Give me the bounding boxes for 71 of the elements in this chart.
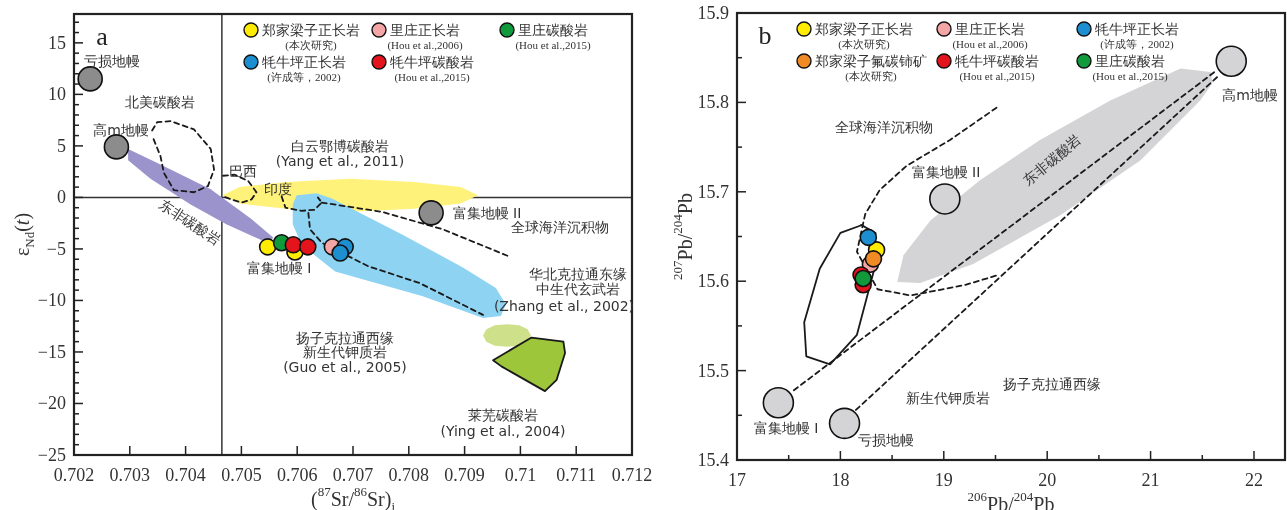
x-tick-label: 0.704 xyxy=(165,465,206,485)
annotation: 亏损地幔 xyxy=(858,432,914,448)
annotation: 华北克拉通东缘 xyxy=(529,266,627,282)
y-tick-label: −25 xyxy=(37,445,66,465)
annotation: 高m地幔 xyxy=(1222,87,1278,103)
legend-label: 牦牛坪碳酸岩 (Hou et al.,2015) xyxy=(390,54,474,84)
y-tick-label: 0 xyxy=(57,187,66,208)
x-tick-label: 0.706 xyxy=(276,465,318,485)
y-tick-label: 15.7 xyxy=(697,181,729,202)
y-tick-label: −5 xyxy=(46,238,66,259)
x-tick-label: 18 xyxy=(831,470,850,490)
annotation: 莱芜碳酸岩 xyxy=(468,407,538,423)
annotation: 富集地幔 II xyxy=(452,205,522,221)
annotation: (Yang et al., 2011) xyxy=(275,153,405,169)
legend-label: 郑家梁子氟碳铈矿 (本次研究) xyxy=(815,53,927,83)
annotation: 印度 xyxy=(264,181,292,197)
annotation: 白云鄂博碳酸岩 xyxy=(291,138,389,154)
x-tick-label: 0.703 xyxy=(109,465,151,485)
legend-label: 里庄碳酸岩 (Hou et al.,2015) xyxy=(515,22,591,52)
y-tick-label: 10 xyxy=(48,84,66,105)
annotation: 高m地幔 xyxy=(93,122,149,138)
legend-label: 郑家梁子正长岩 (本次研究) xyxy=(262,22,360,52)
y-tick-label: 15.9 xyxy=(697,3,729,23)
legend-label: 牦牛坪正长岩 (许成等，2002) xyxy=(262,54,346,84)
chart-title: b xyxy=(758,20,772,50)
annotation: 新生代钾质岩 xyxy=(303,344,387,360)
x-tick-label: 0.708 xyxy=(388,465,430,485)
y-tick-label: 15.8 xyxy=(697,92,729,113)
x-tick-label: 19 xyxy=(934,470,953,490)
y-tick-label: 15.6 xyxy=(697,271,729,292)
x-tick-label: 0.702 xyxy=(53,465,95,485)
x-tick-label: 0.71 xyxy=(504,465,537,485)
chart-title: a xyxy=(96,21,109,51)
annotation: 扬子克拉通西缘 xyxy=(296,330,394,346)
x-tick-label: 0.712 xyxy=(611,465,653,485)
y-tick-label: 15 xyxy=(48,32,66,53)
y-tick-label: 15.5 xyxy=(697,360,729,381)
legend-label: 里庄碳酸岩 (Hou et al.,2015) xyxy=(1092,53,1168,83)
annotation: 中生代玄武岩 xyxy=(536,281,620,297)
annotation: 富集地幔 II xyxy=(911,164,981,180)
y-tick-label: 15.4 xyxy=(697,450,729,470)
x-tick-label: 17 xyxy=(728,470,746,490)
x-tick-label: 21 xyxy=(1141,470,1160,490)
annotation: 富集地幔 I xyxy=(753,420,819,436)
annotation: 亏损地幔 xyxy=(84,53,140,69)
annotation: 巴西 xyxy=(229,163,257,179)
legend-label: 牦牛坪正长岩 (许成等，2002) xyxy=(1095,21,1179,51)
annotation: 东非碳酸岩 xyxy=(156,196,224,248)
x-tick-label: 0.711 xyxy=(556,465,597,485)
annotation: (Ying et al., 2004) xyxy=(440,423,566,439)
annotation: 东非碳酸岩 xyxy=(1020,131,1084,189)
annotation: 全球海洋沉积物 xyxy=(511,219,609,235)
y-tick-label: −20 xyxy=(37,393,66,414)
y-tick-label: −10 xyxy=(37,290,66,311)
x-tick-label: 0.707 xyxy=(332,465,374,485)
annotation: 北美碳酸岩 xyxy=(125,94,195,110)
y-tick-label: 5 xyxy=(57,135,66,156)
legend-label: 里庄正长岩 (Hou et al.,2006) xyxy=(387,22,463,52)
legend-label: 里庄正长岩 (Hou et al.,2006) xyxy=(952,21,1028,51)
x-tick-label: 22 xyxy=(1244,470,1263,490)
x-tick-label: 0.709 xyxy=(444,465,485,485)
x-tick-label: 0.705 xyxy=(221,465,262,485)
x-tick-label: 20 xyxy=(1038,470,1057,490)
annotation: 新生代钾质岩 xyxy=(906,390,990,406)
annotation: 富集地幔 I xyxy=(246,260,312,276)
y-tick-label: −15 xyxy=(37,341,66,362)
annotation: 全球海洋沉积物 xyxy=(835,119,933,135)
annotation: (Guo et al., 2005) xyxy=(283,359,407,375)
legend-label: 郑家梁子正长岩 (本次研究) xyxy=(815,21,913,51)
annotation: 扬子克拉通西缘 xyxy=(1003,376,1101,392)
legend-label: 牦牛坪碳酸岩 (Hou et al.,2015) xyxy=(955,53,1039,83)
